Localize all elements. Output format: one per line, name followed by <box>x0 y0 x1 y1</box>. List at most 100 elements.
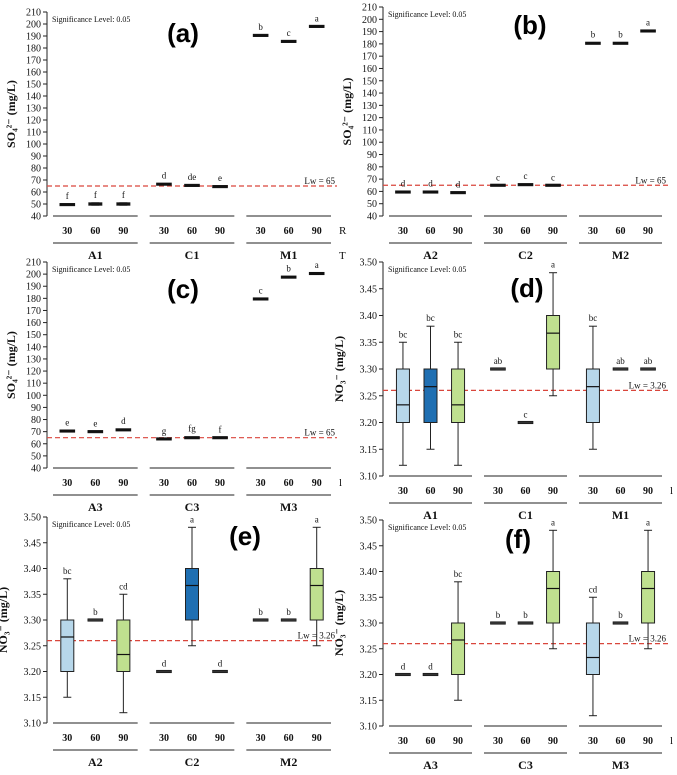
panel-4-trailing-label: l <box>670 485 673 497</box>
panel-6-box <box>490 621 506 625</box>
panel-2-significance-letter: b <box>591 30 596 40</box>
panel-3-y-tick-label: 150 <box>26 330 41 341</box>
panel-5-label: (e) <box>229 521 261 551</box>
panel-6-y-axis-title: NO₃⁻ (mg/L) <box>332 590 346 656</box>
panel-2-box <box>612 41 629 45</box>
panel-3-group-label: A3 <box>88 500 103 514</box>
panel-3-x-tick-label: 30 <box>256 478 266 489</box>
panel-2-y-tick-label: 120 <box>362 113 377 124</box>
panel-6-box <box>395 672 411 677</box>
panel-1-y-tick-label: 210 <box>26 8 41 19</box>
panel-6-x-tick-label: 90 <box>548 736 558 747</box>
panel-6-significance-letter: b <box>523 610 528 620</box>
panel-2-x-tick-label: 90 <box>643 226 653 237</box>
panel-3-y-tick-label: 190 <box>26 282 41 293</box>
panel-4-threshold-label: Lw = 3.26 <box>629 380 667 390</box>
panel-2-box <box>490 183 506 187</box>
panel-1-box <box>280 39 297 43</box>
panel-1-group-label: C1 <box>185 248 200 262</box>
panel-3-x-tick-label: 60 <box>187 478 197 489</box>
panel-2-y-tick-label: 200 <box>362 15 377 26</box>
panel-4-x-tick-label: 30 <box>588 486 598 497</box>
panel-1-x-tick-label: 90 <box>215 226 225 237</box>
panel-1-x-tick-label: 30 <box>159 226 169 237</box>
panel-1-under-axis-label: T <box>339 250 346 262</box>
panel-1-x-tick-label: 90 <box>312 226 322 237</box>
panel-3-y-tick-label: 80 <box>31 415 41 426</box>
panel-5-box <box>212 669 228 674</box>
panel-1-significance-letter: f <box>66 191 69 201</box>
panel-4-significance-letter: bc <box>426 313 435 323</box>
panel-5-y-tick-label: 3.15 <box>24 693 42 704</box>
panel-4-group-label: A1 <box>423 508 438 522</box>
panel-6-y-tick-label: 3.15 <box>360 696 378 707</box>
panel-1-y-tick-label: 100 <box>26 140 41 151</box>
panel-3-significance-letter: a <box>315 260 319 270</box>
panel-6-significance-letter: cd <box>589 584 598 594</box>
panel-5-box <box>156 669 172 674</box>
panel-2-y-tick-label: 170 <box>362 52 377 63</box>
panel-6-significance-note: Significance Level: 0.05 <box>388 523 466 532</box>
panel-3-box <box>115 428 132 432</box>
panel-6-x-tick-label: 60 <box>426 736 436 747</box>
panel-1-y-tick-label: 150 <box>26 80 41 91</box>
panel-3-y-tick-label: 210 <box>26 258 41 269</box>
panel-3-label: (c) <box>167 274 199 304</box>
panel-1-y-tick-label: 120 <box>26 116 41 127</box>
panel-5-x-tick-label: 60 <box>90 733 100 744</box>
panel-2-significance-letter: b <box>618 30 623 40</box>
panel-2-y-tick-label: 50 <box>367 199 377 210</box>
panel-1-y-tick-label: 170 <box>26 56 41 67</box>
panel-3-y-tick-label: 60 <box>31 439 41 450</box>
panel-4-y-tick-label: 3.40 <box>360 311 378 322</box>
panel-2-x-tick-label: 90 <box>453 226 463 237</box>
panel-5-box <box>280 618 297 622</box>
panel-4-box <box>585 368 600 423</box>
panel-5-x-tick-label: 60 <box>284 733 294 744</box>
panel-5-significance-letter: a <box>315 514 319 524</box>
panel-2-box <box>395 190 411 194</box>
panel-4-box <box>490 367 506 371</box>
panel-4-y-tick-label: 3.45 <box>360 284 378 295</box>
panel-5-x-tick-label: 30 <box>62 733 72 744</box>
panel-4-box <box>423 368 438 423</box>
panel-6-x-tick-label: 30 <box>398 736 408 747</box>
panel-3-significance-letter: c <box>259 285 263 295</box>
panel-2-box <box>450 191 466 195</box>
panel-4-y-tick-label: 3.50 <box>360 258 378 269</box>
panel-5-y-tick-label: 3.25 <box>24 641 42 652</box>
panel-3-y-axis-title: SO₄²⁻ (mg/L) <box>4 331 18 399</box>
panel-4-significance-letter: bc <box>399 329 408 339</box>
panel-2-y-tick-label: 190 <box>362 27 377 38</box>
panel-3-box <box>252 297 269 301</box>
panel-3-y-tick-label: 120 <box>26 367 41 378</box>
panel-5-significance-letter: d <box>218 659 223 669</box>
panel-2-x-tick-label: 60 <box>426 226 436 237</box>
panel-1-significance-letter: b <box>258 22 263 32</box>
panel-3-y-tick-label: 140 <box>26 342 41 353</box>
panel-4-significance-letter: ab <box>616 356 625 366</box>
panel-6-box <box>451 622 466 675</box>
panel-5-x-tick-label: 90 <box>312 733 322 744</box>
panel-1-y-tick-label: 60 <box>31 188 41 199</box>
panel-2-significance-note: Significance Level: 0.05 <box>388 10 466 19</box>
panel-6-y-tick-label: 3.20 <box>360 670 378 681</box>
panel-1-group-label: A1 <box>88 248 103 262</box>
panel-3-y-tick-label: 180 <box>26 294 41 305</box>
panel-6-box <box>585 622 600 675</box>
panel-2-y-tick-label: 110 <box>362 125 377 136</box>
panel-1-y-tick-label: 70 <box>31 176 41 187</box>
panel-2-x-tick-label: 60 <box>616 226 626 237</box>
panel-2-box <box>640 29 656 33</box>
panel-4-significance-letter: bc <box>454 329 463 339</box>
panel-6-x-tick-label: 30 <box>493 736 503 747</box>
panel-4-x-tick-label: 60 <box>616 486 626 497</box>
panel-3-x-tick-label: 30 <box>159 478 169 489</box>
panel-3-x-tick-label: 60 <box>284 478 294 489</box>
panel-3-significance-letter: e <box>65 417 69 427</box>
panel-2-threshold-label: Lw = 65 <box>635 175 666 185</box>
panel-4-x-tick-label: 90 <box>453 486 463 497</box>
panel-1-y-tick-label: 40 <box>31 212 41 223</box>
panel-5-significance-letter: b <box>286 607 291 617</box>
